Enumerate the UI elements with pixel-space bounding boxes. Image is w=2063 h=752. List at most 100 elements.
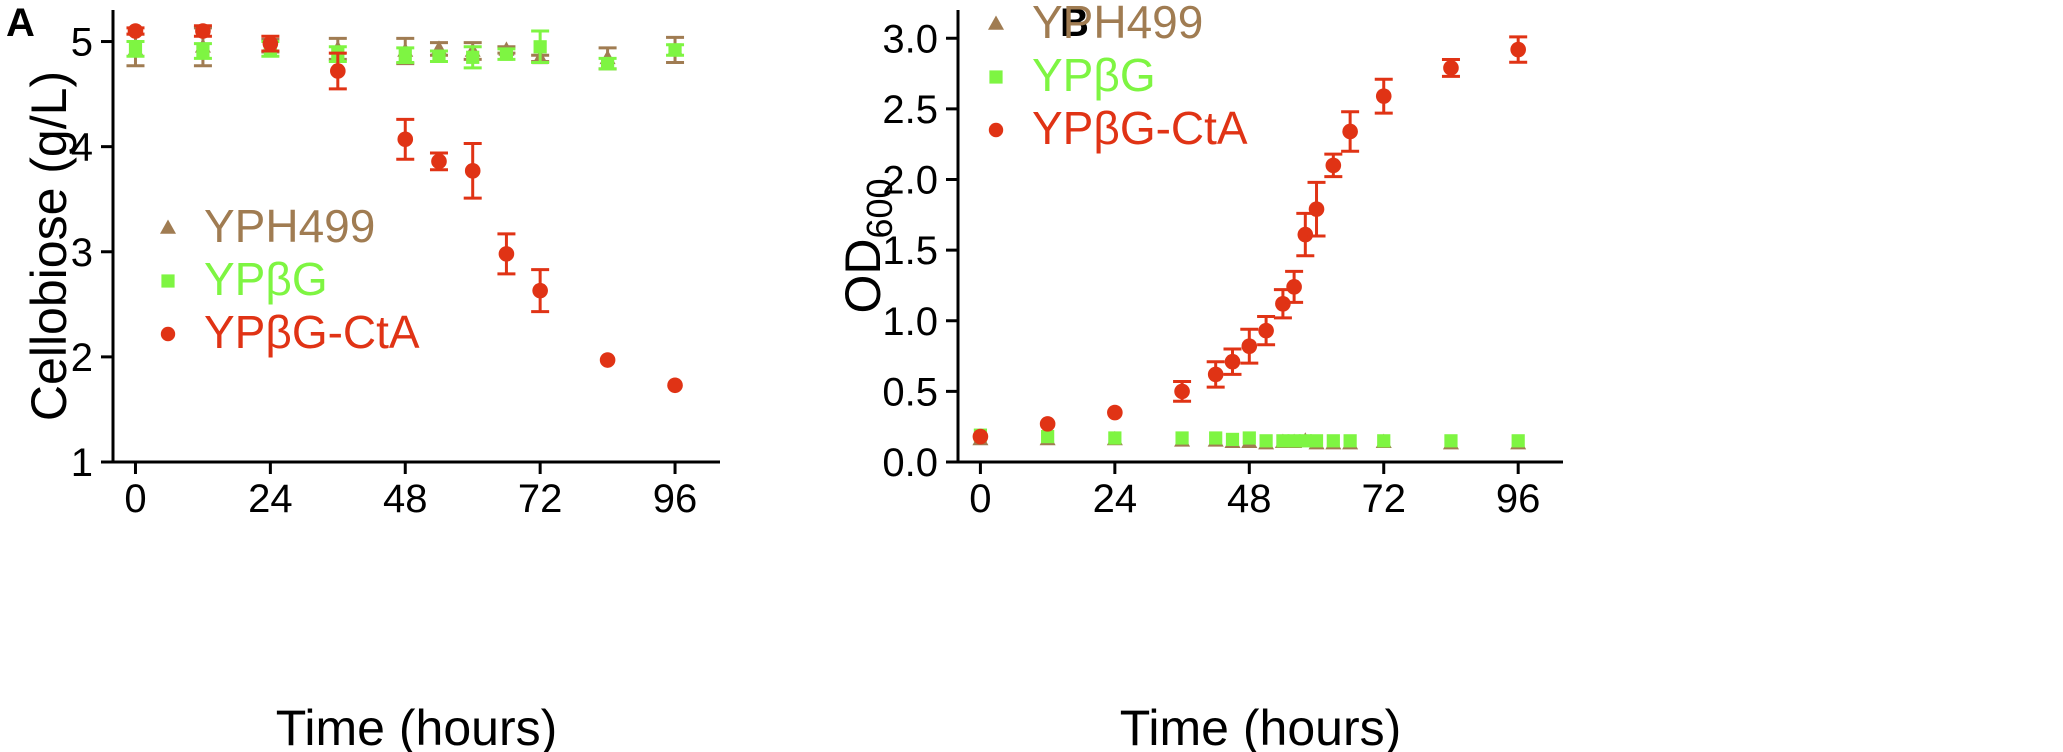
- panel-a-point: [128, 42, 143, 56]
- panel-b-point: [1325, 157, 1342, 174]
- panel-b-legend-label: YPβG-CtA: [1032, 102, 1248, 154]
- panel-a-point: [195, 23, 211, 39]
- panel-b-point: [1039, 416, 1056, 432]
- panel-b-point: [1276, 434, 1290, 448]
- panel-b-point: [972, 428, 989, 445]
- panel-b-point: [1258, 322, 1274, 339]
- panel-a-series-ypbg: [126, 29, 685, 71]
- panel-a-x-axis-label: Time (hours): [276, 700, 558, 752]
- panel-a-ytick-label: 3: [71, 231, 93, 275]
- panel-a-xtick-label: 48: [383, 477, 428, 521]
- panel-b-point: [1510, 41, 1526, 58]
- panel-a-xtick-label: 72: [518, 477, 563, 521]
- panel-b-series-ypbg: [973, 428, 1525, 448]
- panel-a-point: [533, 40, 547, 54]
- panel-a-ytick-label: 1: [71, 441, 93, 485]
- panel-b-point: [1298, 434, 1312, 448]
- panel-b-point: [1342, 123, 1358, 140]
- panel-b-ytick-label: 0.0: [882, 441, 938, 485]
- panel-b-point: [1108, 431, 1122, 445]
- panel-b-point: [1174, 383, 1190, 400]
- panel-a-series-ypbg-cta: [126, 23, 683, 394]
- panel-b: B 0 24 48 72 96 0.0 0.5 1.0 1.5 2.0 2.5 3.0 Time (h…: [835, 0, 1563, 752]
- panel-b-point: [1326, 434, 1340, 448]
- panel-a-point: [600, 57, 615, 71]
- panel-a-point: [599, 352, 616, 368]
- panel-b-point: [1377, 434, 1391, 448]
- panel-b-y-axis-label: OD600: [835, 178, 900, 313]
- panel-b-ytick-label: 3.0: [882, 17, 938, 61]
- panel-a-xtick-label: 0: [124, 477, 146, 521]
- panel-b-xtick-label: 96: [1496, 477, 1541, 521]
- panel-a-ytick-label: 4: [71, 126, 93, 170]
- panel-a-point: [464, 163, 481, 179]
- panel-b-point: [1207, 366, 1224, 383]
- panel-b-ytick-label: 1.5: [882, 229, 938, 273]
- panel-a-legend-marker: [159, 219, 177, 234]
- panel-a-point: [667, 377, 683, 394]
- panel-a-point: [431, 153, 447, 170]
- panel-a-point: [398, 48, 412, 62]
- panel-a: A 0 24 48 72 96 1 2 3 4 5 Time (hours) Cellobiose…: [6, 1, 720, 752]
- panel-b-point: [1107, 404, 1123, 421]
- panel-b-point: [1241, 338, 1258, 354]
- panel-a-point: [498, 246, 515, 262]
- panel-a-point: [330, 63, 346, 79]
- panel-a-legend-marker: [161, 274, 175, 288]
- panel-b-point: [1175, 431, 1189, 445]
- panel-a-point: [262, 35, 279, 52]
- panel-b-marks: [972, 35, 1528, 450]
- panel-b-ytick-label: 1.0: [882, 300, 938, 344]
- panel-a-point: [196, 44, 210, 58]
- panel-a-ticks: 0 24 48 72 96 1 2 3 4 5: [71, 21, 698, 521]
- panel-a-point: [397, 131, 414, 148]
- panel-b-point: [1286, 279, 1302, 295]
- panel-b-point: [1209, 431, 1223, 445]
- panel-b-x-axis-label: Time (hours): [1120, 700, 1402, 752]
- panel-a-legend-label: YPH499: [204, 200, 375, 252]
- panel-b-point: [1511, 434, 1525, 448]
- panel-b-point: [1444, 434, 1458, 448]
- panel-b-ytick-label: 0.5: [882, 370, 938, 414]
- panel-a-marks: [126, 23, 685, 394]
- panel-a-point: [466, 50, 480, 64]
- panel-b-point: [1275, 296, 1291, 312]
- panel-b-ylabel-subscript: 600: [859, 178, 900, 238]
- panel-a-point: [127, 23, 144, 39]
- panel-b-point: [1259, 434, 1273, 448]
- panel-b-ytick-label: 2.5: [882, 88, 938, 132]
- panel-a-y-axis-label: Cellobiose (g/L): [21, 71, 77, 421]
- panel-a-ytick-label: 2: [71, 336, 93, 380]
- panel-b-xtick-label: 0: [969, 477, 991, 521]
- panel-a-letter: A: [6, 1, 35, 45]
- panel-b-legend-label: YPβG: [1032, 49, 1156, 101]
- panel-a-legend-label: YPβG: [204, 253, 328, 305]
- panel-b-point: [1297, 226, 1314, 243]
- panel-b-legend-marker: [989, 70, 1003, 84]
- panel-b-point: [1287, 434, 1301, 448]
- panel-b-ytick-label: 2.0: [882, 159, 938, 203]
- panel-b-point: [1443, 60, 1459, 76]
- panel-b-point: [1041, 429, 1055, 444]
- panel-a-legend-label: YPβG-CtA: [204, 306, 420, 358]
- panel-a-xtick-label: 96: [653, 477, 698, 521]
- panel-a-point: [499, 47, 514, 61]
- panel-b-point: [1375, 88, 1392, 104]
- panel-b-point: [1308, 201, 1325, 217]
- panel-b-point: [1225, 432, 1240, 446]
- panel-b-point: [1309, 434, 1324, 448]
- panel-b-point: [1242, 431, 1256, 445]
- panel-b-letter: B: [1060, 1, 1089, 45]
- panel-a-point: [668, 43, 682, 57]
- panel-a-point: [532, 282, 548, 299]
- panel-b-ticks: 0 24 48 72 96 0.0 0.5 1.0 1.5 2.0 2.5 3.0: [882, 17, 1540, 521]
- panel-b-series-ypbg-cta: [972, 35, 1528, 445]
- panel-b-xtick-label: 24: [1093, 477, 1138, 521]
- panel-b-xtick-label: 72: [1361, 477, 1406, 521]
- panel-a-xtick-label: 24: [248, 477, 293, 521]
- panel-b-legend-marker: [987, 15, 1005, 30]
- panel-a-point: [432, 49, 446, 63]
